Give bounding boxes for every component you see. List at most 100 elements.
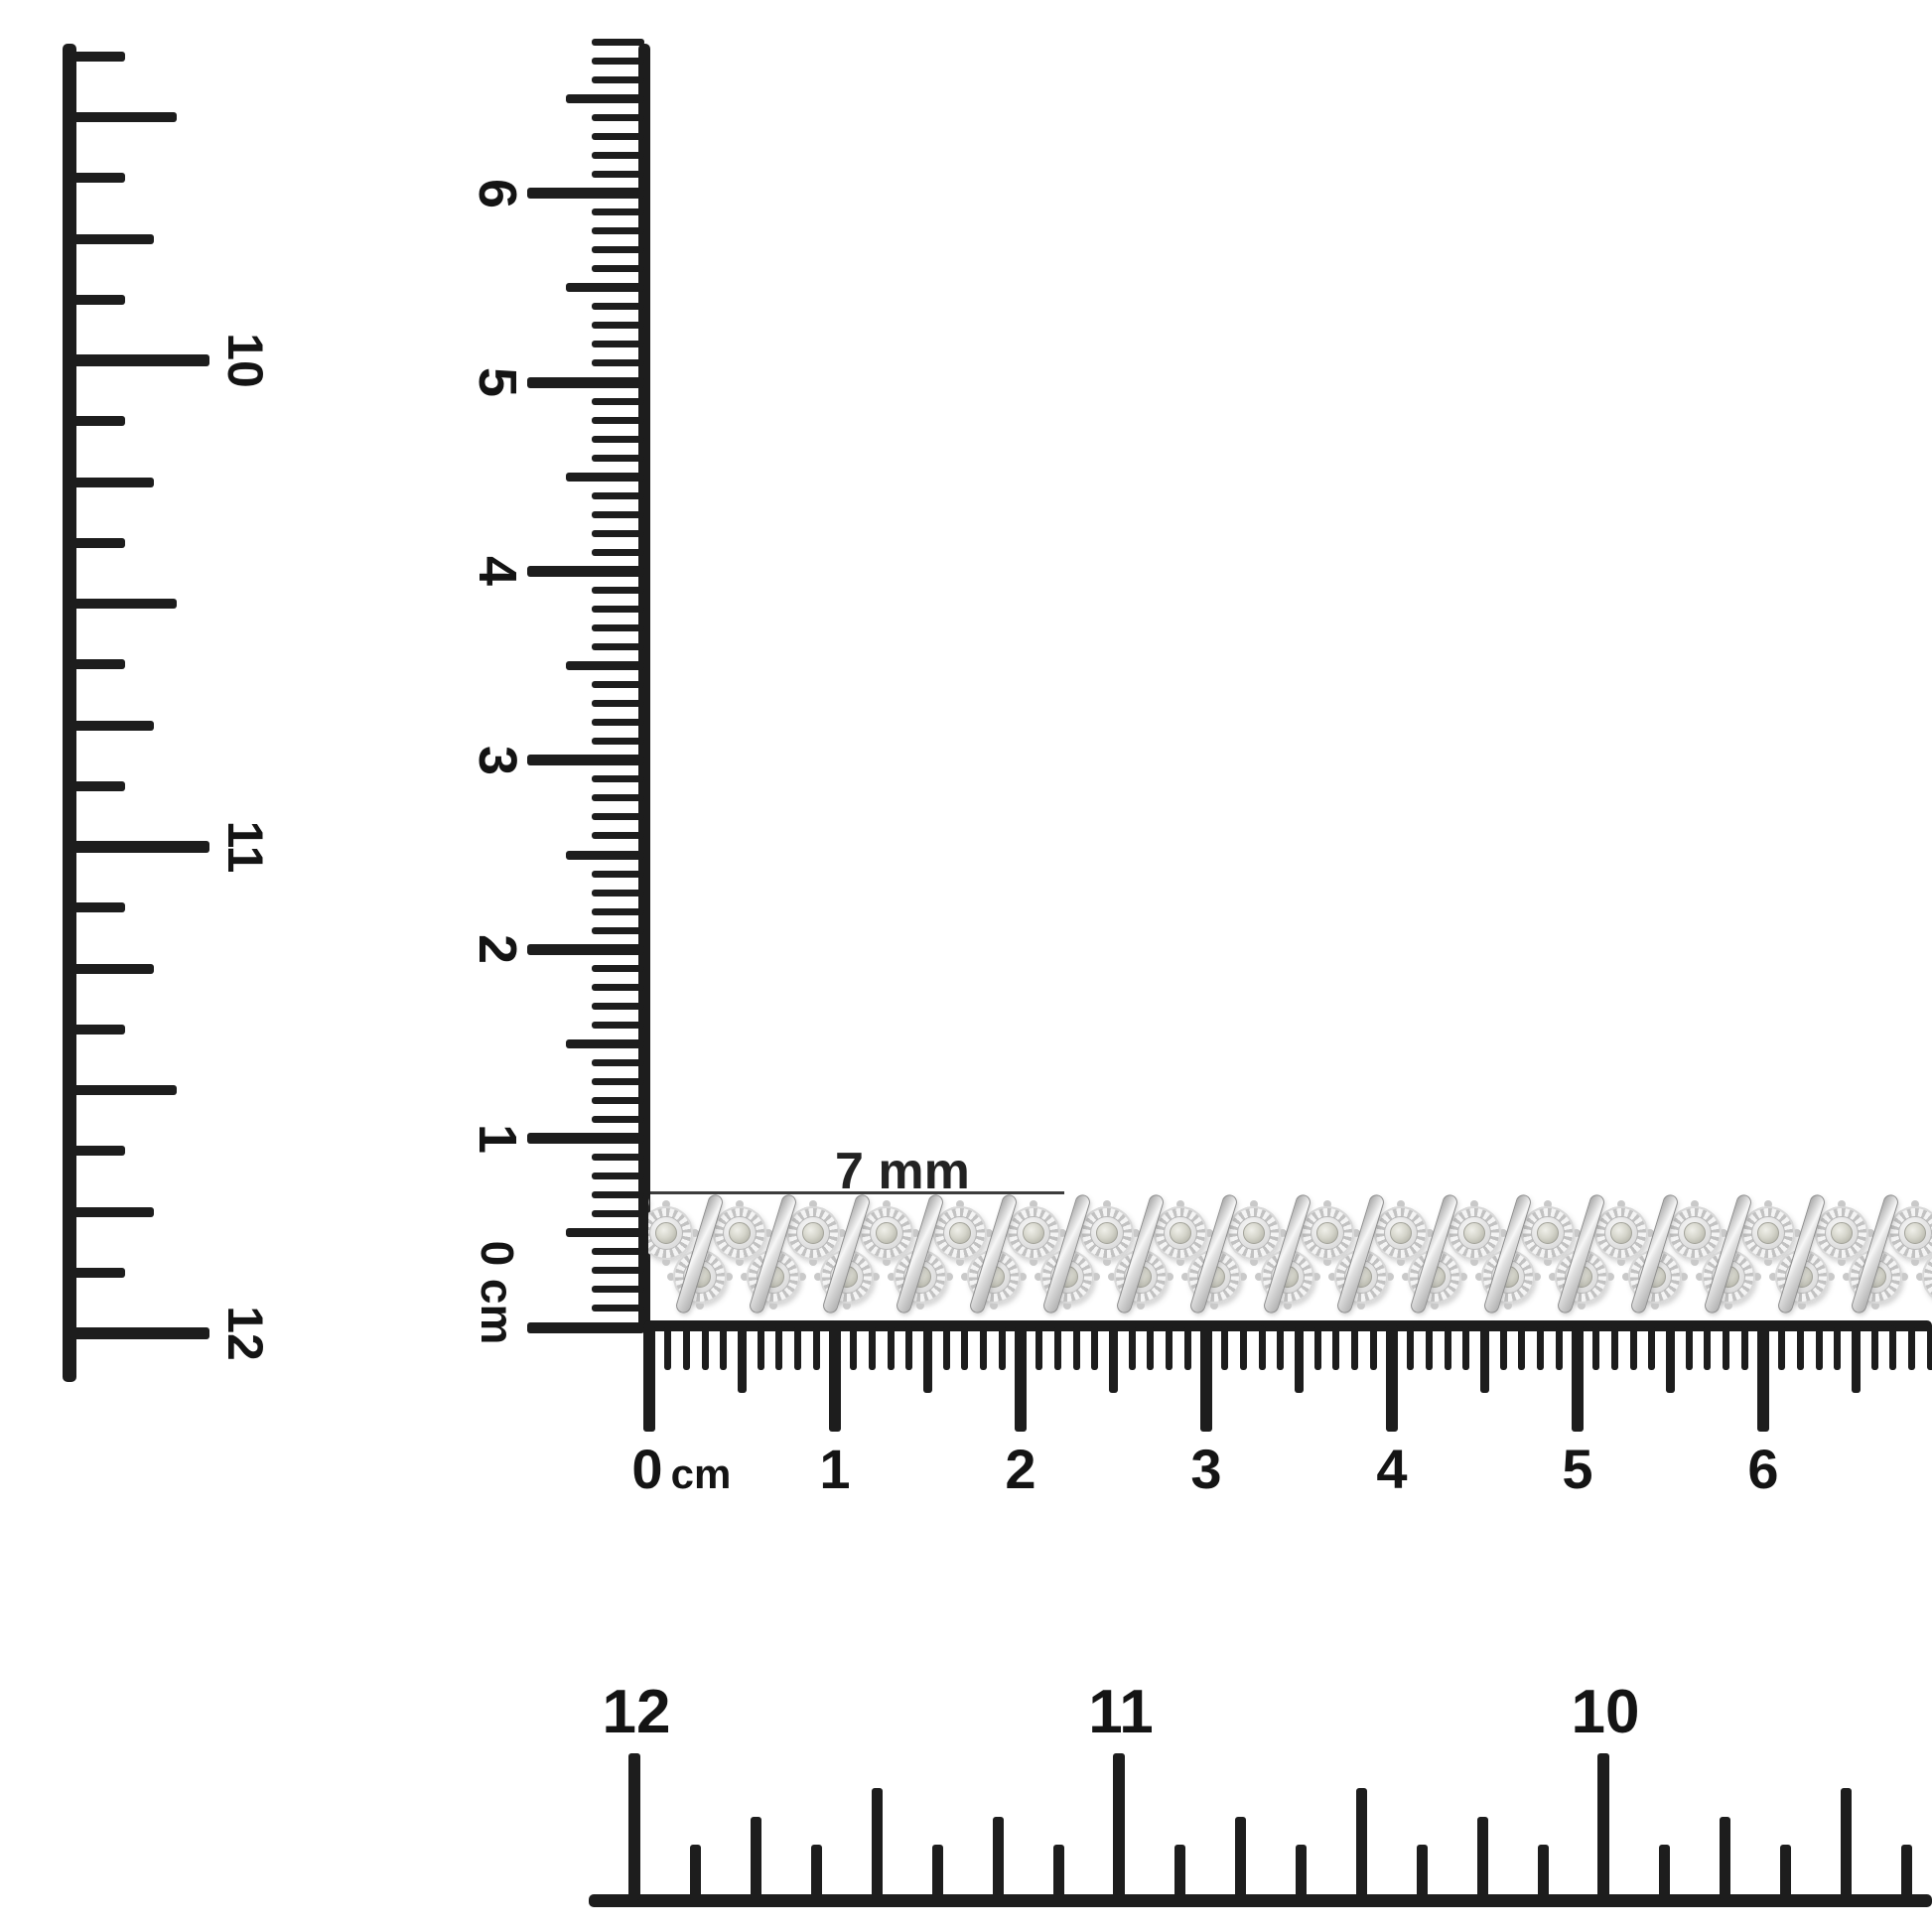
tick-mark [1685, 1325, 1693, 1370]
tick-mark [775, 1325, 783, 1370]
tick-mark [592, 208, 644, 216]
diamond-stone [1757, 1222, 1779, 1244]
tick-mark [1113, 1753, 1125, 1900]
tick-mark [592, 1191, 644, 1199]
diamond-rosette [1154, 1206, 1207, 1260]
ruler-line [589, 1894, 1932, 1907]
tick-mark [1239, 1325, 1247, 1370]
diamond-stone [1023, 1222, 1044, 1244]
ruler-number: 10 [1571, 1678, 1640, 1746]
tick-mark [70, 1085, 177, 1095]
diamond-rosette [860, 1206, 913, 1260]
bracelet-link [1703, 1187, 1840, 1322]
tick-mark [527, 565, 644, 577]
tick-mark [1723, 1325, 1730, 1370]
tick-mark [70, 294, 125, 305]
ruler-number: 11 [1088, 1678, 1154, 1746]
illusion-plate [1164, 1216, 1197, 1250]
tick-mark [1258, 1325, 1266, 1370]
tick-mark [1355, 1788, 1367, 1900]
diamond-rosette [1301, 1206, 1354, 1260]
tick-mark [1778, 1325, 1786, 1370]
tick-mark [592, 889, 644, 897]
tick-mark [527, 188, 644, 200]
ruler-number: 1 [468, 1123, 527, 1155]
diamond-stone [1610, 1222, 1632, 1244]
illusion-plate [1604, 1216, 1638, 1250]
diamond-rosette [1521, 1206, 1575, 1260]
tick-mark [1476, 1817, 1488, 1900]
tick-mark [592, 1021, 644, 1029]
bracelet-link [1850, 1187, 1932, 1322]
tick-mark [566, 1038, 644, 1048]
illusion-plate [1531, 1216, 1565, 1250]
tick-mark [592, 57, 644, 65]
illusion-plate [1090, 1216, 1124, 1250]
tick-mark [592, 322, 644, 330]
tick-mark [812, 1325, 820, 1370]
illusion-plate [796, 1216, 830, 1250]
tick-mark [592, 1154, 644, 1162]
tick-mark [1295, 1325, 1304, 1393]
diamond-stone [1170, 1222, 1191, 1244]
tick-mark [868, 1325, 876, 1370]
tick-mark [1351, 1325, 1359, 1370]
tick-mark [592, 359, 644, 367]
tick-mark [70, 173, 125, 184]
tick-mark [592, 643, 644, 651]
tick-mark [1926, 1325, 1932, 1370]
tick-mark [1870, 1325, 1878, 1370]
ruler-number: 2 [468, 933, 527, 965]
tick-mark [1889, 1325, 1897, 1370]
diamond-stone [1390, 1222, 1412, 1244]
diamond-rosette [713, 1206, 766, 1260]
ruler-number: cm [670, 1450, 732, 1497]
tick-mark [1779, 1845, 1791, 1900]
diamond-stone [949, 1222, 971, 1244]
tick-mark [1147, 1325, 1155, 1370]
tick-mark [942, 1325, 950, 1370]
tick-mark [871, 1788, 883, 1900]
tick-mark [592, 529, 644, 537]
diamond-stone [1243, 1222, 1265, 1244]
tick-mark [1332, 1325, 1340, 1370]
tick-mark [1313, 1325, 1321, 1370]
tick-mark [1592, 1325, 1600, 1370]
tick-mark [980, 1325, 988, 1370]
diamond-stone [1096, 1222, 1118, 1244]
tick-mark [682, 1325, 690, 1370]
tick-mark [1173, 1845, 1185, 1900]
width-annotation-label: 7 mm [835, 1143, 970, 1200]
ruler-number: 1 [819, 1438, 851, 1500]
tick-mark [1183, 1325, 1191, 1370]
tick-mark [1200, 1325, 1212, 1432]
tick-mark [70, 51, 125, 62]
tick-mark [592, 454, 644, 462]
diamond-stone [802, 1222, 824, 1244]
tick-mark [592, 1248, 644, 1256]
tick-mark [566, 472, 644, 482]
tick-mark [70, 841, 209, 853]
tick-mark [592, 719, 644, 727]
tick-mark [1295, 1845, 1307, 1900]
tick-mark [1666, 1325, 1675, 1393]
tick-mark [592, 738, 644, 746]
tick-mark [592, 794, 644, 802]
ruler-number: 0 [631, 1438, 663, 1500]
tick-mark [592, 832, 644, 840]
tick-mark [1597, 1753, 1609, 1900]
tick-mark [592, 624, 644, 632]
illusion-plate [723, 1216, 757, 1250]
tick-mark [592, 1267, 644, 1275]
diamond-stone [655, 1222, 677, 1244]
tick-mark [1840, 1788, 1852, 1900]
tick-mark [1719, 1817, 1730, 1900]
tick-mark [592, 303, 644, 311]
tick-mark [1740, 1325, 1748, 1370]
tick-mark [592, 586, 644, 594]
diamond-stone [1904, 1222, 1926, 1244]
tick-mark [527, 376, 644, 388]
diamond-rosette [1080, 1206, 1134, 1260]
tick-mark [592, 983, 644, 991]
tick-mark [592, 75, 644, 83]
